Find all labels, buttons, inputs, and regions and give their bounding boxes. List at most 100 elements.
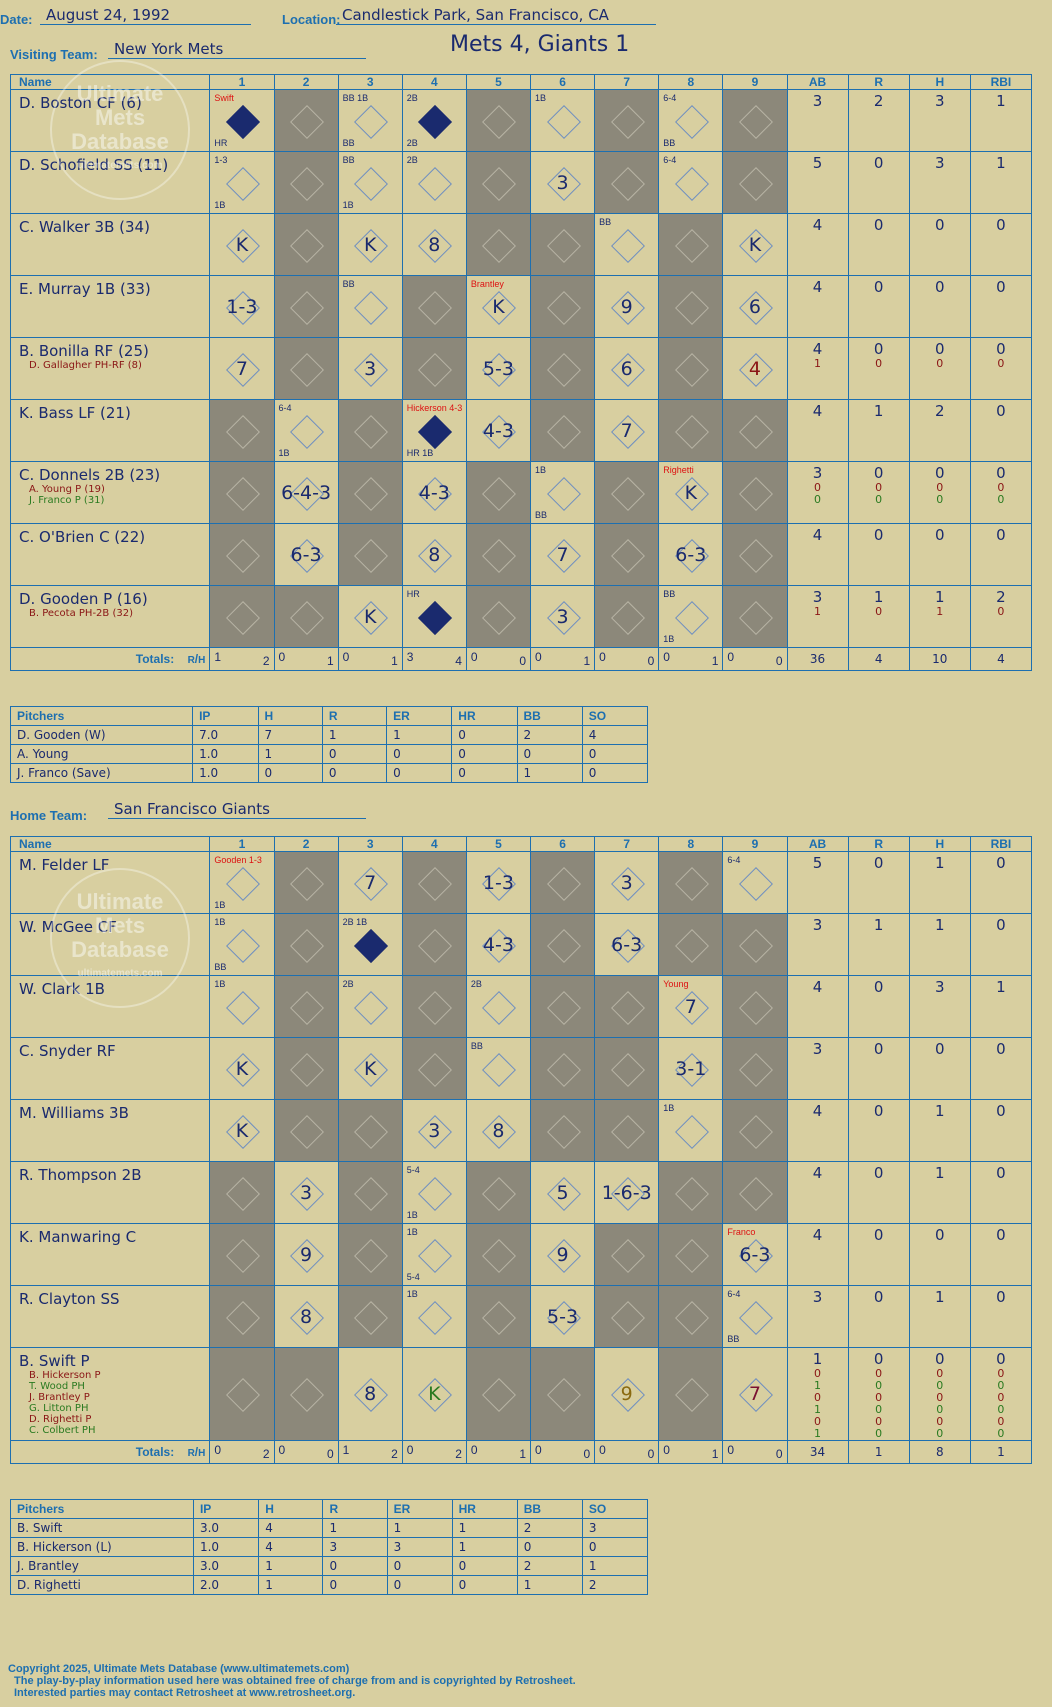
base-diamond bbox=[482, 1378, 517, 1412]
substitute-stat: 0 bbox=[936, 357, 944, 370]
retrosheet-notice: The play-by-play information used here w… bbox=[14, 1675, 576, 1687]
at-bat-cell bbox=[337, 1285, 403, 1348]
pitcher-stat: 7.0 bbox=[192, 725, 259, 745]
at-bat-cell bbox=[273, 89, 339, 152]
play-result: 5-3 bbox=[547, 1305, 579, 1328]
copyright-text: Copyright 2025, Ultimate Mets Database (… bbox=[8, 1663, 350, 1675]
play-annotation: BB bbox=[599, 217, 612, 227]
at-bat-cell: 1-3 1B bbox=[209, 151, 275, 214]
at-bat-cell bbox=[658, 1347, 724, 1441]
base-diamond bbox=[674, 104, 709, 139]
batter-cell: D. Gooden P (16) B. Pecota PH-2B (32) bbox=[9, 585, 211, 648]
base-diamond bbox=[738, 166, 773, 201]
substitute-name: D. Righetti P bbox=[29, 1414, 92, 1425]
batter-cell: B. Swift P B. Hickerson P T. Wood PH J. Bra… bbox=[9, 1347, 211, 1441]
base-diamond bbox=[482, 1238, 517, 1273]
play-annotation: 2B bbox=[406, 155, 418, 165]
batter-stat: 4 bbox=[786, 1161, 849, 1224]
play-result: K bbox=[235, 1119, 249, 1142]
base-diamond bbox=[482, 476, 517, 511]
at-bat-cell: 1B bbox=[401, 1285, 467, 1348]
total-stat: 1 bbox=[969, 1440, 1033, 1464]
base-diamond bbox=[290, 414, 325, 449]
batter-stat: 0 bbox=[908, 1037, 971, 1100]
play-annotation: BB bbox=[663, 589, 676, 599]
substitute-name: B. Pecota PH-2B (32) bbox=[29, 608, 133, 619]
play-result: 8 bbox=[428, 543, 441, 566]
total-stat: 36 bbox=[786, 647, 849, 671]
pitcher-stat: 0 bbox=[451, 725, 518, 745]
batter-cell: K. Manwaring C bbox=[9, 1223, 211, 1286]
at-bat-cell: 6 bbox=[722, 275, 788, 338]
play-result: 3 bbox=[556, 171, 569, 194]
batter-stat: 0 bbox=[969, 1285, 1033, 1348]
play-annotation: HR bbox=[214, 138, 228, 148]
base-diamond bbox=[610, 104, 645, 139]
total-stat: 34 bbox=[786, 1440, 849, 1464]
base-diamond bbox=[225, 1378, 260, 1412]
pitcher-stat: 1 bbox=[451, 1537, 518, 1557]
scorecard-table: Name 1 2 3 4 5 6 7 8 9 AB R H RBI D. Boston CF (6) Swif… bbox=[9, 74, 1033, 671]
batter-name: C. Snyder RF bbox=[19, 1042, 116, 1060]
batter-stat: 3 bbox=[786, 1037, 849, 1100]
batter-row: D. Gooden P (16) B. Pecota PH-2B (32) K HR 3… bbox=[9, 585, 1033, 648]
batter-stat: 0 bbox=[847, 523, 910, 586]
play-annotation: Swift bbox=[214, 93, 234, 103]
at-bat-cell: 1B BB bbox=[209, 913, 275, 976]
batter-stat: 0 bbox=[847, 1161, 910, 1224]
at-bat-cell: K Brantley bbox=[465, 275, 532, 338]
totals-row: Totals: R/H 0 2 0 0 1 2 0 2 0 1 0 0 0 0 0 1 0 0 34 1 8 1 bbox=[9, 1440, 1033, 1464]
pitcher-stat: 0 bbox=[451, 744, 518, 764]
base-diamond bbox=[482, 1176, 517, 1211]
base-diamond bbox=[290, 228, 325, 263]
totals-label: Totals: R/H bbox=[9, 1440, 211, 1464]
pitcher-stat: 0 bbox=[321, 744, 388, 764]
play-result: K bbox=[363, 1057, 377, 1080]
total-stat: 1 bbox=[847, 1440, 910, 1464]
play-result: K bbox=[748, 233, 762, 256]
at-bat-cell bbox=[401, 975, 467, 1038]
base-diamond bbox=[290, 104, 325, 139]
play-annotation: 1B bbox=[214, 917, 226, 927]
at-bat-cell: 1B bbox=[209, 975, 275, 1038]
stat-header: AB bbox=[786, 836, 849, 852]
at-bat-cell bbox=[658, 275, 724, 338]
batter-row: M. Williams 3B K 3 8 1B 4 0 1 0 bbox=[9, 1099, 1033, 1162]
batter-stat: 1 bbox=[908, 851, 971, 914]
pitcher-stat: 0 bbox=[386, 1556, 453, 1576]
base-diamond bbox=[738, 1300, 773, 1335]
at-bat-cell: 7 bbox=[209, 337, 275, 400]
pitcher-stat: 2 bbox=[516, 1518, 583, 1538]
play-result: 6-4-3 bbox=[281, 481, 332, 504]
at-bat-cell: 8 bbox=[401, 523, 467, 586]
pitcher-stat-header: IP bbox=[192, 706, 259, 726]
pitcher-stat: 0 bbox=[516, 744, 583, 764]
pitcher-stat: 2 bbox=[581, 1575, 649, 1595]
pitcher-stat: 2 bbox=[516, 725, 583, 745]
batter-cell: E. Murray 1B (33) bbox=[9, 275, 211, 338]
base-diamond bbox=[225, 1176, 260, 1211]
watermark-logo: Ultimate Mets Database ultimatemets.com bbox=[50, 60, 190, 200]
batter-stat: 0 bbox=[847, 275, 910, 338]
pitcher-stat: 4 bbox=[258, 1518, 324, 1538]
substitute-stat: 0 bbox=[997, 1415, 1005, 1428]
retrosheet-contact: Interested parties may contact Retroshee… bbox=[14, 1687, 356, 1699]
at-bat-cell: 4-3 bbox=[401, 461, 467, 524]
at-bat-cell: K bbox=[337, 585, 403, 648]
batter-row: C. Walker 3B (34) K K 8 BB K 4 0 0 0 bbox=[9, 213, 1033, 276]
at-bat-cell: 1-3 bbox=[465, 851, 532, 914]
at-bat-cell: 5 bbox=[529, 1161, 596, 1224]
base-diamond bbox=[610, 600, 645, 635]
batter-stat: 0 bbox=[908, 213, 971, 276]
batter-stat: 5 bbox=[786, 851, 849, 914]
at-bat-cell: 1-3 bbox=[209, 275, 275, 338]
play-annotation: HR 1B bbox=[406, 448, 434, 458]
at-bat-cell: BB bbox=[337, 275, 403, 338]
at-bat-cell: 6-3 Franco bbox=[722, 1223, 788, 1286]
